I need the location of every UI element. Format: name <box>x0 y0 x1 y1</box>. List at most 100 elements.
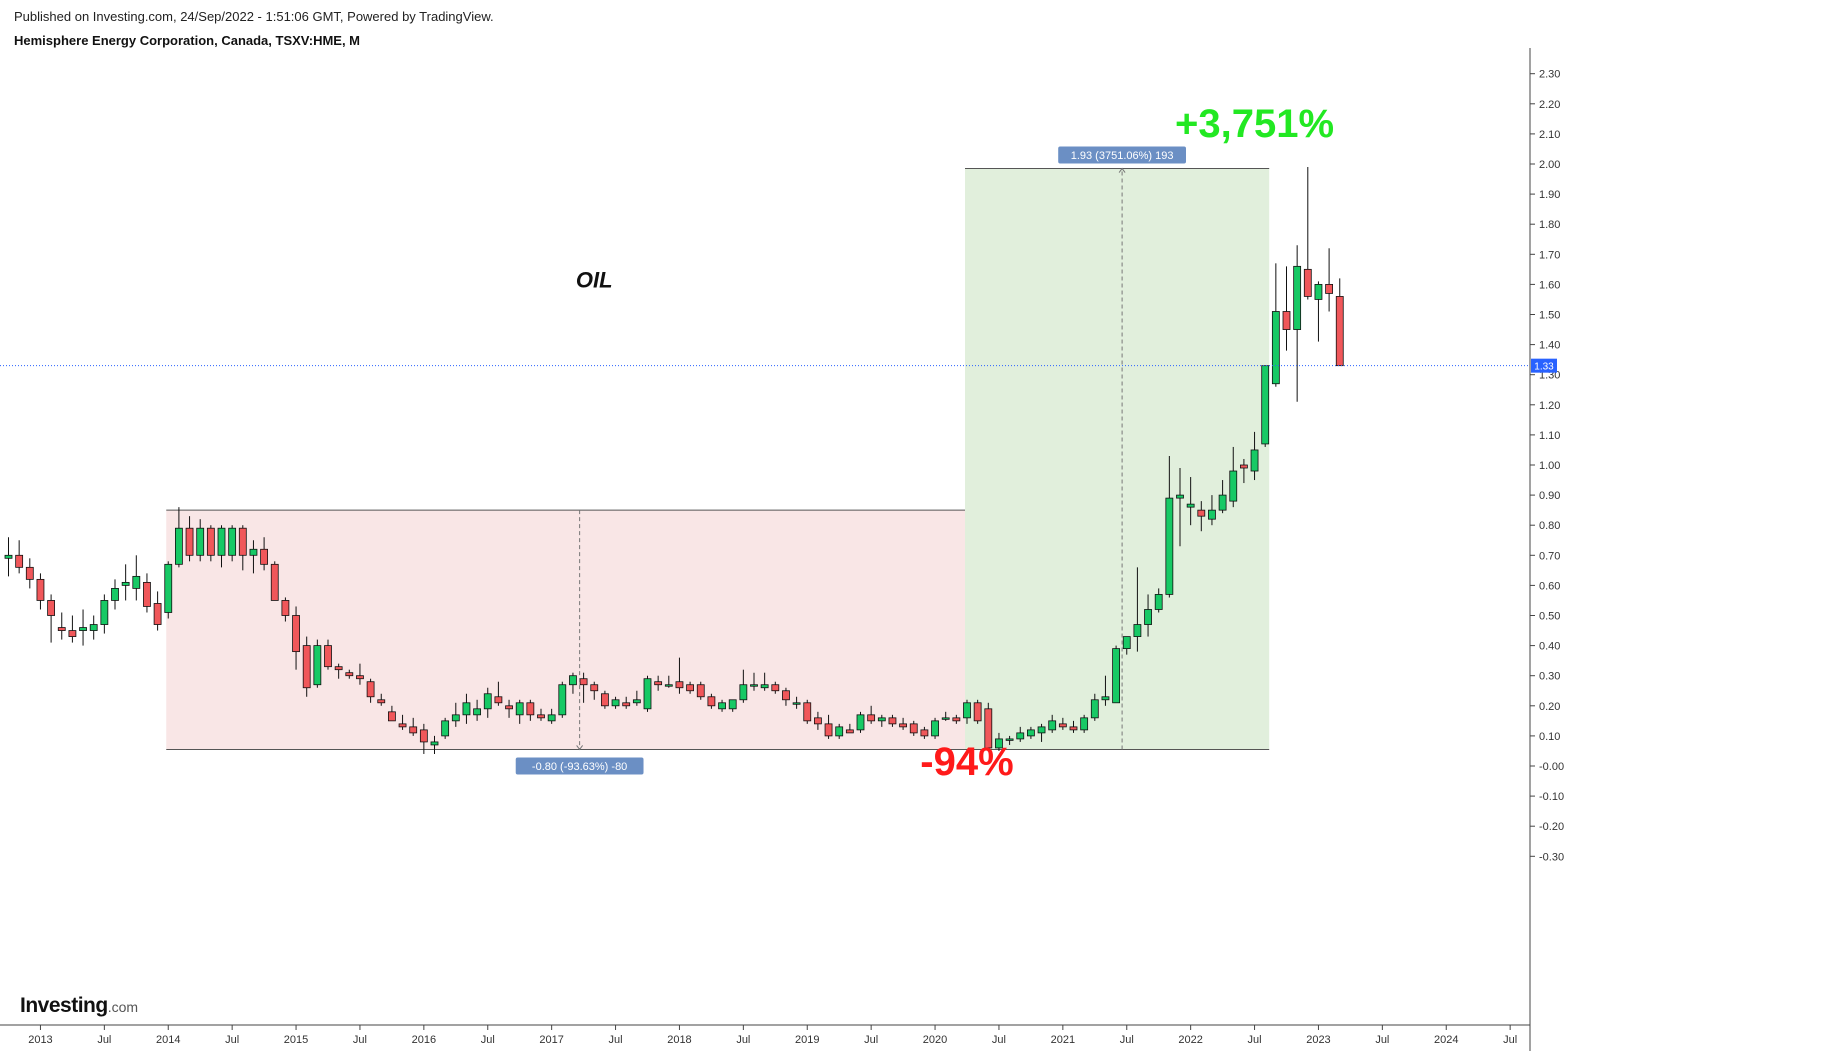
candle <box>441 717 450 739</box>
x-tick-label: Jul <box>736 1034 750 1046</box>
candle-body <box>1112 648 1120 704</box>
candle <box>89 615 98 640</box>
candle-body <box>153 603 162 625</box>
x-tick-label: 2016 <box>412 1034 436 1046</box>
candle-body <box>771 684 780 692</box>
candle-body <box>835 726 844 737</box>
candle-body <box>899 723 907 728</box>
last-price-label: 1.33 <box>1534 362 1554 373</box>
candle <box>1197 501 1206 532</box>
candle <box>877 714 886 727</box>
candle <box>569 672 577 694</box>
x-tick-label: Jul <box>992 1034 1006 1046</box>
candle-body <box>25 566 34 580</box>
candle-body <box>1058 723 1067 728</box>
candle <box>292 606 300 670</box>
y-tick-label: 0.20 <box>1539 701 1560 713</box>
candle-body <box>792 702 801 705</box>
oil-annotation: OIL <box>576 267 613 292</box>
gain-annotation: +3,751% <box>1175 102 1334 146</box>
candle-body <box>856 714 865 731</box>
candle-body <box>57 627 66 631</box>
candle-body <box>952 717 961 722</box>
y-tick-label: 1.10 <box>1539 430 1560 442</box>
x-tick-label: Jul <box>609 1034 623 1046</box>
candle <box>1144 594 1152 637</box>
candle-body <box>121 581 130 586</box>
candle <box>814 711 822 730</box>
annotations: OIL +3,751% -94% <box>576 102 1334 784</box>
candle <box>79 609 87 646</box>
decline-measure-label-bg <box>515 757 644 775</box>
candle <box>760 672 769 691</box>
candle <box>185 516 194 562</box>
candle-body <box>270 563 279 601</box>
candle <box>1058 717 1067 730</box>
y-axis: 2.30 2.20 2.10 2.00 1.90 1.80 1.70 1.60 1.50 1.40… <box>0 48 1564 1051</box>
y-tick-label: 2.20 <box>1539 99 1560 111</box>
candle <box>1122 636 1131 655</box>
candle-body <box>1293 265 1302 330</box>
candle-body <box>217 527 226 556</box>
candle-body <box>558 684 567 716</box>
candle <box>739 669 748 703</box>
rise-measure-label: 1.93 (3751.06%) 193 <box>1071 150 1174 162</box>
candle-body <box>1261 365 1270 445</box>
logo-main: Investing <box>20 994 108 1017</box>
candle-body <box>547 714 556 722</box>
x-tick-label: 2019 <box>795 1034 819 1046</box>
candle-body <box>505 705 513 710</box>
candle <box>132 555 141 601</box>
candle <box>68 615 77 643</box>
candle <box>164 561 173 619</box>
candle <box>909 720 918 736</box>
candle <box>409 717 418 736</box>
candle <box>377 693 386 706</box>
candle <box>238 525 247 571</box>
candle-body <box>409 726 418 734</box>
y-tick-label: 1.90 <box>1539 189 1560 201</box>
candle-body <box>1218 494 1227 511</box>
candle-body <box>1303 268 1312 297</box>
candle-body <box>984 708 993 749</box>
candle <box>111 579 119 610</box>
candle <box>526 699 535 721</box>
candle-body <box>164 563 173 613</box>
decline-measure-arrow <box>576 745 584 751</box>
candle <box>249 540 258 574</box>
candle <box>707 693 716 709</box>
candle <box>387 705 396 722</box>
candle-body <box>1122 636 1131 650</box>
candle-body <box>664 684 673 687</box>
candle <box>153 591 162 631</box>
candles <box>4 167 1344 754</box>
candle <box>47 594 55 643</box>
candle-body <box>483 693 492 710</box>
candle-body <box>419 729 428 743</box>
candle-body <box>622 702 631 707</box>
candle <box>867 705 876 724</box>
candle <box>601 690 609 709</box>
candle-body <box>920 729 929 737</box>
candle-body <box>1154 594 1163 610</box>
last-price-badge <box>1531 358 1557 373</box>
x-tick-label: 2023 <box>1306 1034 1330 1046</box>
candle-body <box>441 720 450 737</box>
candle <box>547 708 556 724</box>
candle <box>4 537 13 577</box>
candle <box>856 711 865 733</box>
candle <box>515 699 524 724</box>
x-tick-label: Jul <box>353 1034 367 1046</box>
candle <box>728 699 737 712</box>
y-tick-label: 1.40 <box>1539 340 1560 352</box>
candle <box>952 714 961 724</box>
candle <box>558 681 567 718</box>
candle-body <box>941 717 950 720</box>
x-tick-label: 2014 <box>156 1034 180 1046</box>
candle-body <box>686 684 694 692</box>
investing-logo[interactable]: Investing.com <box>20 994 138 1018</box>
x-axis: 2013 Jul 2014 Jul 2015 Jul 2016 Jul 2017 Jul 2018 J… <box>0 1024 1530 1046</box>
candle <box>228 525 237 562</box>
candle-body <box>387 711 396 722</box>
